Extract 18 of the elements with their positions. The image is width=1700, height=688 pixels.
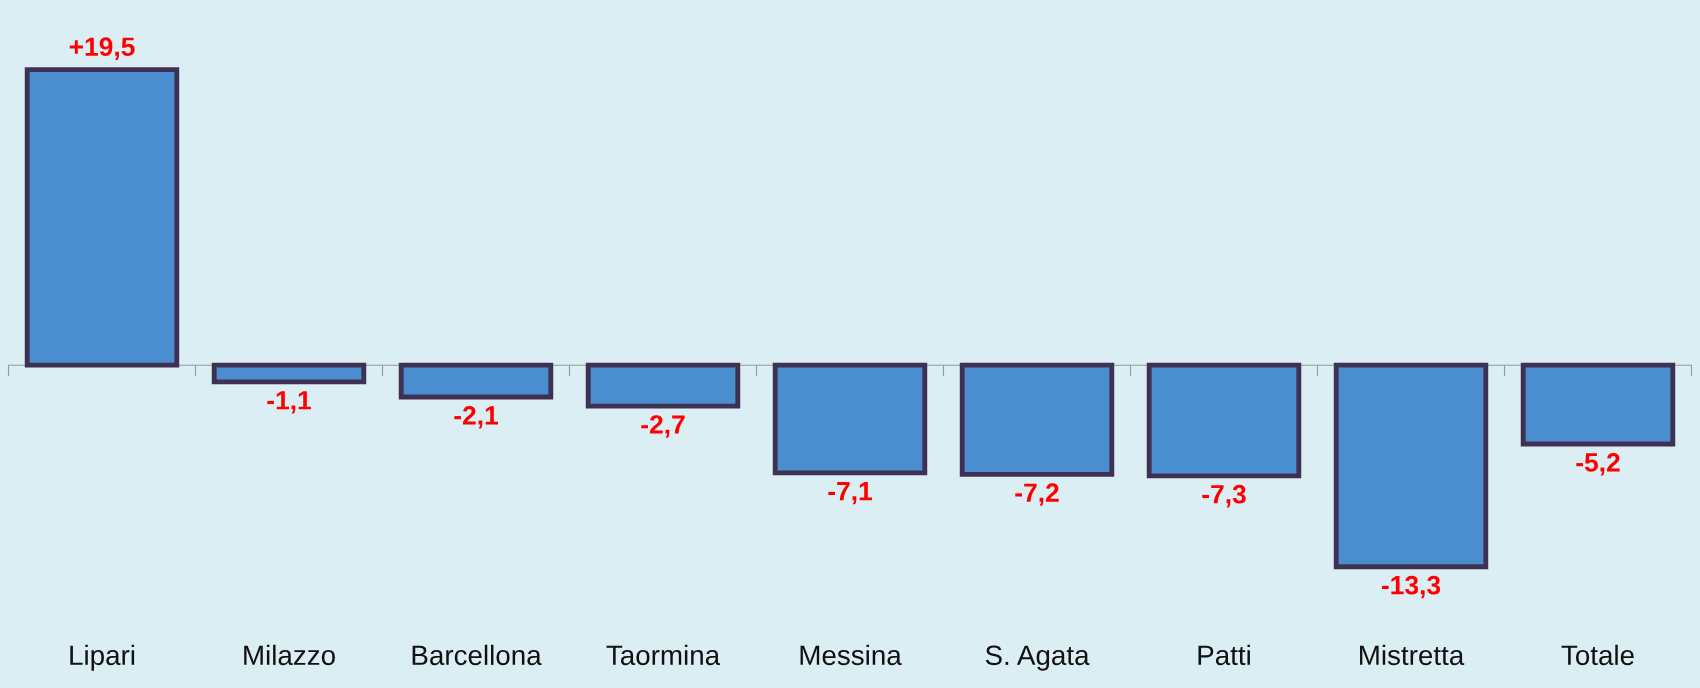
x-tick-label: S. Agata — [985, 645, 1090, 671]
data-label: +19,5 — [69, 37, 135, 60]
x-tick-label: Mistretta — [1360, 644, 1465, 666]
x-tick-label: Totale — [1561, 644, 1634, 666]
x-tick-label: Taormina — [606, 644, 721, 666]
x-tick-label: Barcellona — [412, 644, 542, 666]
data-label: -2,1 — [454, 406, 498, 429]
x-tick-label: Milazzo — [244, 644, 335, 666]
x-tick-label: Messina — [800, 644, 902, 666]
data-label: -7,1 — [828, 482, 872, 505]
data-label: -13,3 — [1381, 575, 1441, 599]
data-label: -5,2 — [1576, 453, 1620, 476]
data-label: -7,3 — [1202, 484, 1246, 508]
x-tick-label: Patti — [1198, 644, 1250, 666]
data-label: -7,2 — [1015, 483, 1059, 506]
data-label: -2,7 — [641, 415, 685, 438]
data-label: -1,1 — [267, 391, 311, 414]
x-tick-label: Lipari — [70, 644, 135, 671]
